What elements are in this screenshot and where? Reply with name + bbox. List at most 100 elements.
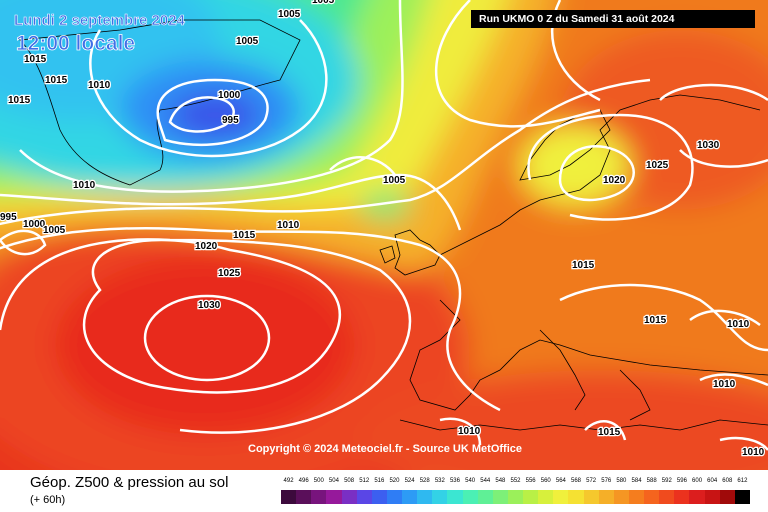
legend-swatch bbox=[326, 490, 342, 504]
isobar-label: 1015 bbox=[45, 75, 68, 86]
legend-swatch bbox=[704, 490, 720, 504]
legend-label: 520 bbox=[389, 478, 400, 484]
legend-label: 492 bbox=[283, 478, 294, 484]
legend-swatch bbox=[523, 490, 539, 504]
legend-label: 560 bbox=[540, 478, 551, 484]
isobar-label: 995 bbox=[222, 115, 239, 126]
legend-swatch bbox=[734, 490, 750, 504]
legend-label: 512 bbox=[359, 478, 370, 484]
isobar-label: 1010 bbox=[277, 220, 300, 231]
legend-label: 504 bbox=[328, 478, 339, 484]
isobar-label: 1010 bbox=[458, 426, 481, 437]
legend-swatch bbox=[628, 490, 644, 504]
isobar-label: 1005 bbox=[43, 225, 66, 236]
chart-caption: Géop. Z500 & pression au sol bbox=[30, 474, 229, 491]
legend-swatch bbox=[296, 490, 312, 504]
isobar-label: 1010 bbox=[88, 80, 111, 91]
legend-swatch bbox=[538, 490, 554, 504]
legend-swatch bbox=[341, 490, 357, 504]
legend-swatch bbox=[432, 490, 448, 504]
legend-label: 528 bbox=[419, 478, 430, 484]
model-run-label: Run UKMO 0 Z du Samedi 31 août 2024 bbox=[471, 10, 755, 28]
legend-swatch bbox=[583, 490, 599, 504]
isobar-label: 1025 bbox=[646, 160, 669, 171]
legend-label: 588 bbox=[646, 478, 657, 484]
isobar-labels: 1005 1005 1005 1015 1015 1010 1015 1000 … bbox=[0, 0, 766, 459]
legend-label: 576 bbox=[601, 478, 612, 484]
legend-label: 548 bbox=[495, 478, 506, 484]
isobar-label: 1015 bbox=[233, 230, 256, 241]
legend-swatch bbox=[417, 490, 433, 504]
legend-label: 556 bbox=[525, 478, 536, 484]
legend-label: 516 bbox=[374, 478, 385, 484]
isobar-label: 1005 bbox=[236, 36, 259, 47]
isobar-label: 1030 bbox=[198, 300, 221, 311]
legend-label: 552 bbox=[510, 478, 521, 484]
legend-label: 496 bbox=[298, 478, 309, 484]
legend-swatch bbox=[356, 490, 372, 504]
color-legend bbox=[281, 490, 750, 504]
geopotential-field bbox=[0, 0, 768, 470]
legend-label: 568 bbox=[571, 478, 582, 484]
isobar-label: 1020 bbox=[195, 241, 218, 252]
isobar-label: 995 bbox=[0, 212, 17, 223]
isobar-label: 1025 bbox=[218, 268, 241, 279]
legend-labels: 492 496 500 504 508 512 516 520 524 528 532 536 540 5… bbox=[281, 478, 750, 488]
isobar-label: 1020 bbox=[603, 175, 626, 186]
legend-label: 524 bbox=[404, 478, 415, 484]
legend-swatch bbox=[553, 490, 569, 504]
map-time-title: 12:00 locale bbox=[16, 32, 136, 56]
legend-label: 596 bbox=[676, 478, 687, 484]
isobar-label: 1010 bbox=[742, 447, 765, 458]
legend-label: 540 bbox=[465, 478, 476, 484]
isobar-label: 1015 bbox=[598, 427, 621, 438]
legend-label: 544 bbox=[480, 478, 491, 484]
legend-label: 572 bbox=[586, 478, 597, 484]
legend-swatch bbox=[659, 490, 675, 504]
isobar-label: 1015 bbox=[8, 95, 31, 106]
isobar-label: 1015 bbox=[644, 315, 667, 326]
legend-label: 500 bbox=[313, 478, 324, 484]
legend-label: 532 bbox=[434, 478, 445, 484]
legend-swatch bbox=[674, 490, 690, 504]
isobar-label: 1000 bbox=[218, 90, 241, 101]
isobar-label: 1015 bbox=[572, 260, 595, 271]
legend-swatch bbox=[598, 490, 614, 504]
legend-swatch bbox=[507, 490, 523, 504]
legend-swatch bbox=[402, 490, 418, 504]
legend-swatch bbox=[311, 490, 327, 504]
legend-swatch bbox=[492, 490, 508, 504]
weather-map: 1005 1005 1005 1015 1015 1010 1015 1000 … bbox=[0, 0, 768, 470]
legend-swatch bbox=[447, 490, 463, 504]
legend-label: 600 bbox=[692, 478, 703, 484]
map-date-title: Lundi 2 septembre 2024 bbox=[14, 12, 186, 30]
legend-label: 580 bbox=[616, 478, 627, 484]
isobar-label: 1010 bbox=[713, 379, 736, 390]
isobar-label: 1000 bbox=[23, 219, 46, 230]
isobar-label: 1010 bbox=[73, 180, 96, 191]
legend-label: 608 bbox=[722, 478, 733, 484]
legend-swatch bbox=[613, 490, 629, 504]
legend-swatch bbox=[371, 490, 387, 504]
forecast-range: (+ 60h) bbox=[30, 494, 66, 506]
isobar-label: 1005 bbox=[312, 0, 335, 6]
legend-swatch bbox=[281, 490, 297, 504]
coastlines bbox=[19, 19, 768, 431]
legend-label: 584 bbox=[631, 478, 642, 484]
legend-label: 536 bbox=[449, 478, 460, 484]
isobars bbox=[0, 0, 768, 450]
isobar-label: 1005 bbox=[278, 9, 301, 20]
legend-label: 592 bbox=[661, 478, 672, 484]
legend-swatch bbox=[386, 490, 402, 504]
isobar-label: 1010 bbox=[727, 319, 750, 330]
legend-swatch bbox=[477, 490, 493, 504]
isobar-label: 1015 bbox=[24, 54, 47, 65]
isobar-label: 1030 bbox=[697, 140, 720, 151]
legend-label: 612 bbox=[737, 478, 748, 484]
legend-swatch bbox=[568, 490, 584, 504]
legend-swatch bbox=[644, 490, 660, 504]
legend-label: 508 bbox=[344, 478, 355, 484]
copyright-text: Copyright © 2024 Meteociel.fr - Source U… bbox=[248, 443, 522, 455]
legend-label: 604 bbox=[707, 478, 718, 484]
legend-swatch bbox=[462, 490, 478, 504]
